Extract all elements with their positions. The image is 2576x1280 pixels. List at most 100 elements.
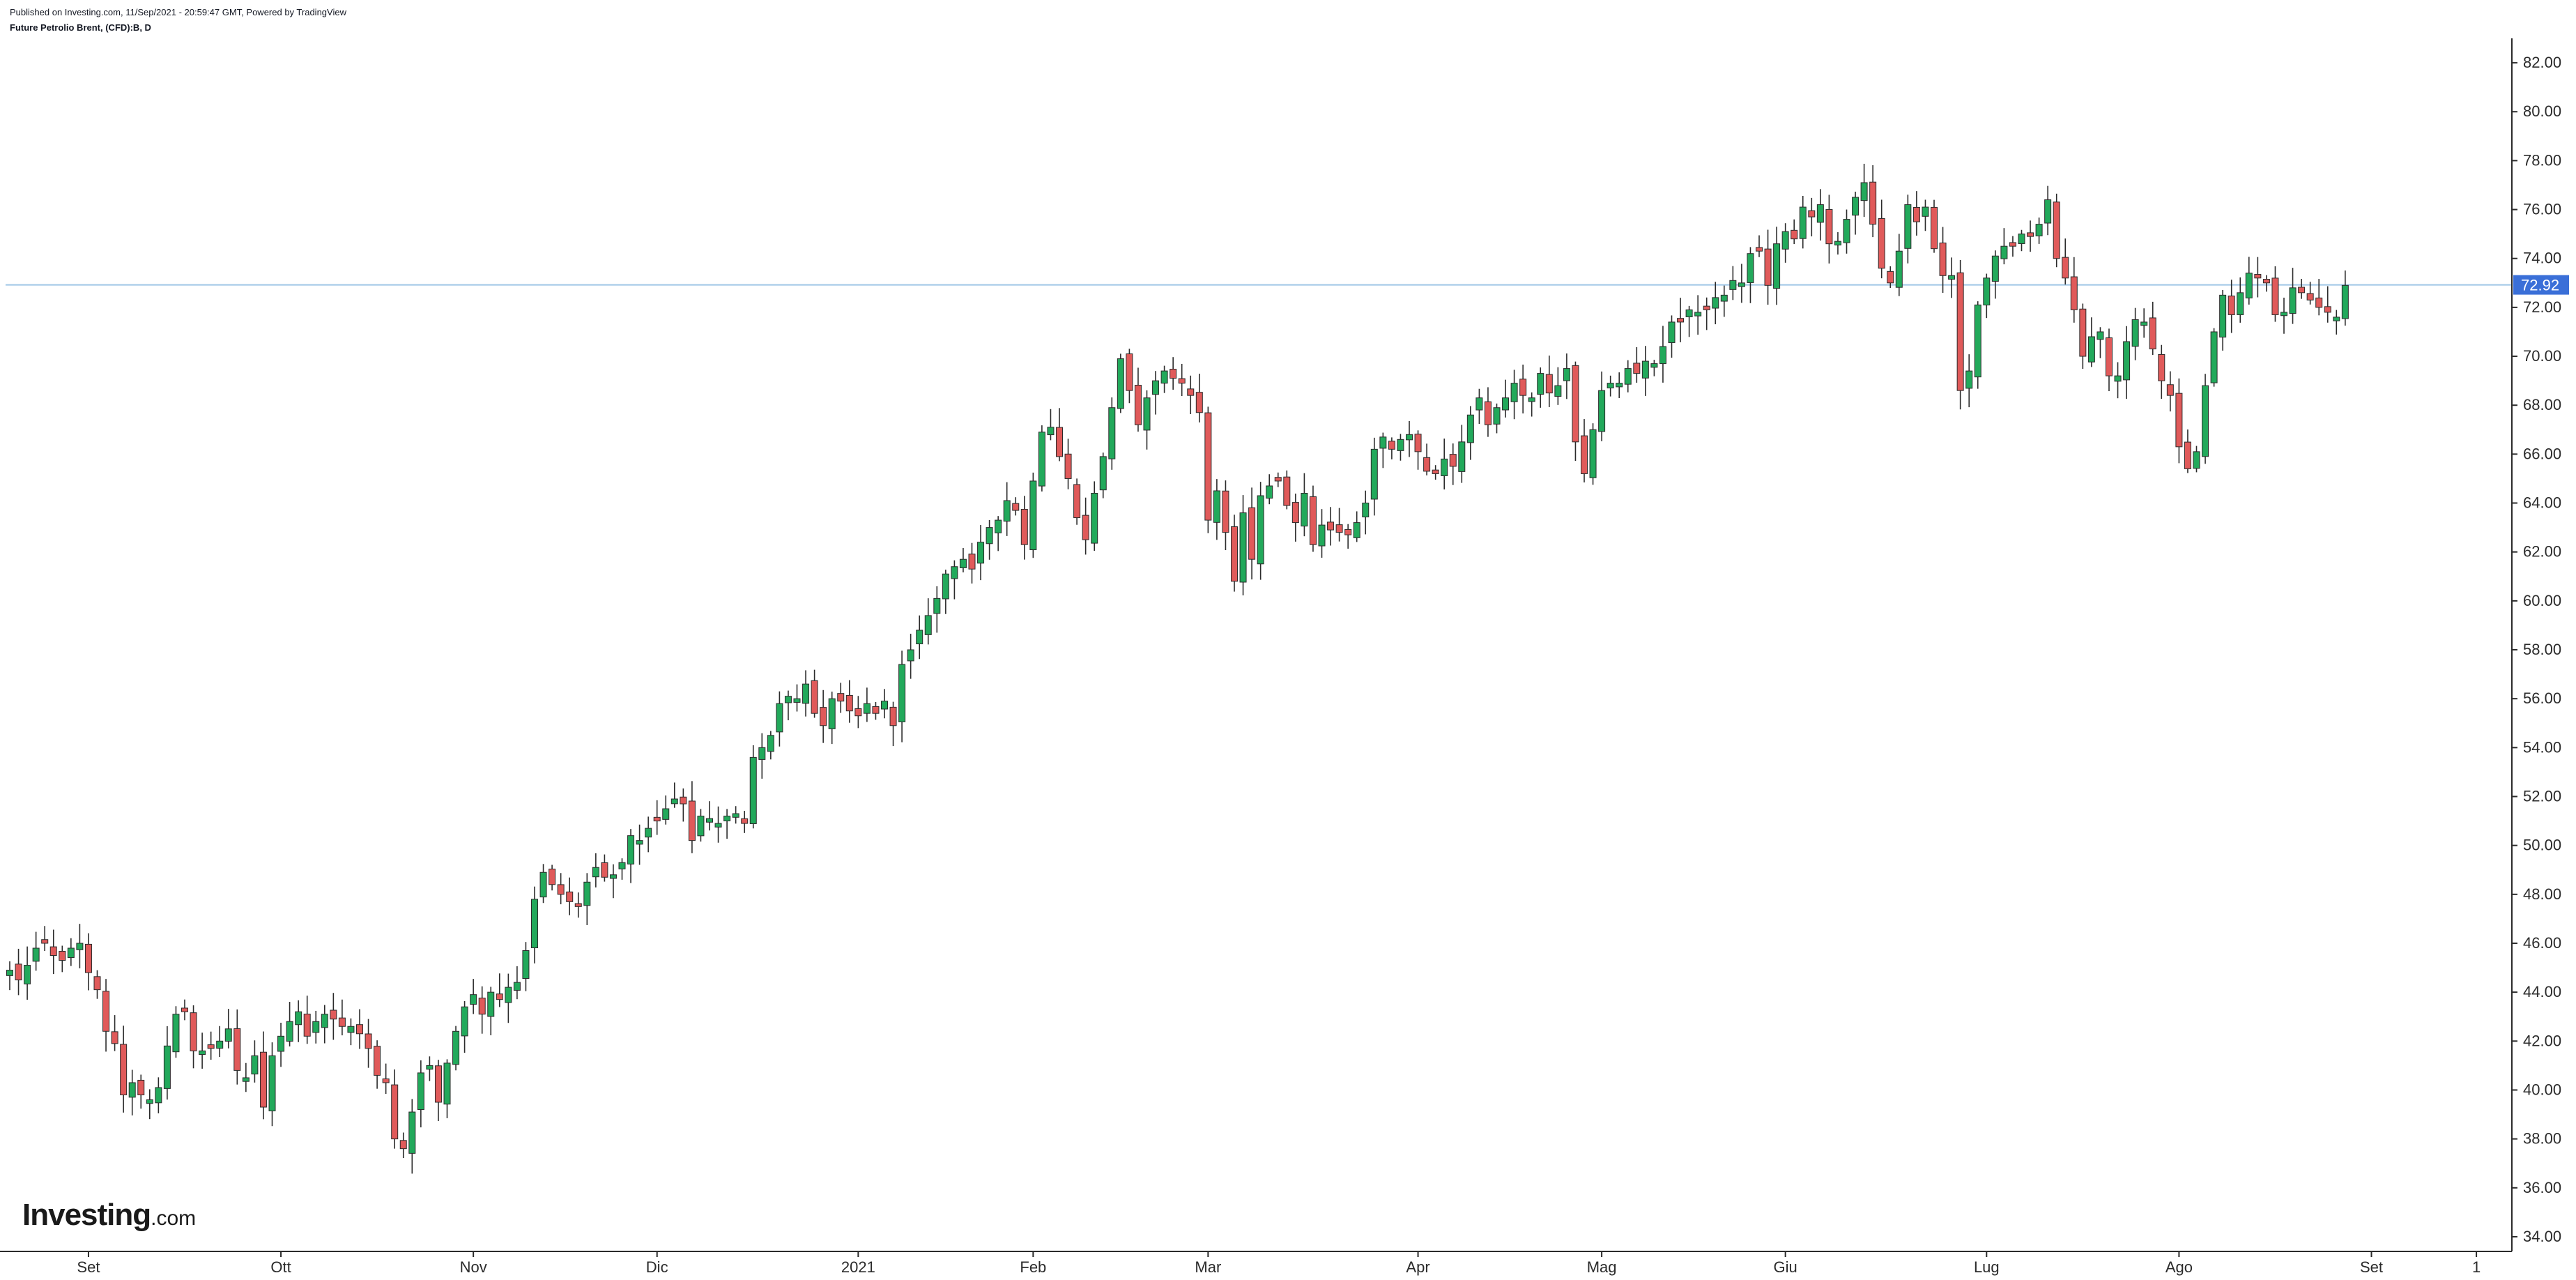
- candle-body-down: [2315, 297, 2323, 308]
- candle-body-down: [303, 1014, 311, 1037]
- candle-body-down: [1756, 247, 1763, 252]
- candle-body-down: [2027, 232, 2034, 237]
- candle-body-up: [1475, 397, 1483, 411]
- candle-body-down: [1195, 392, 1203, 413]
- time-tick-label: Set: [77, 1258, 100, 1276]
- time-tick-label: Apr: [1406, 1258, 1429, 1276]
- price-tick-label: 70.00: [2523, 347, 2561, 365]
- time-tick-label: Set: [2360, 1258, 2383, 1276]
- candle-body-up: [1747, 253, 1754, 283]
- candle-body-up: [155, 1087, 162, 1104]
- candle-body-up: [216, 1040, 224, 1049]
- candle-body-down: [338, 1017, 346, 1027]
- candle-body-up: [2018, 234, 2025, 244]
- candle-body-up: [1502, 397, 1510, 411]
- candle-body-up: [793, 698, 801, 703]
- candle-body-up: [592, 867, 599, 878]
- candle-body-down: [688, 800, 696, 841]
- candle-body-up: [1379, 436, 1387, 449]
- candle-body-down: [1808, 210, 1816, 218]
- candle-body-up: [32, 947, 40, 962]
- candle-body-down: [1170, 368, 1177, 379]
- candle-body-down: [382, 1078, 390, 1083]
- price-tick-label: 36.00: [2523, 1179, 2561, 1196]
- candle-body-up: [443, 1062, 451, 1105]
- candle-body-up: [767, 735, 774, 752]
- candle-body-down: [820, 707, 827, 726]
- candle-body-down: [1432, 469, 1439, 474]
- candle-body-down: [120, 1044, 128, 1095]
- candle-body-down: [741, 818, 749, 824]
- candle-body-up: [924, 615, 932, 635]
- candle-body-down: [574, 903, 582, 907]
- candle-body-up: [1904, 204, 1912, 249]
- candle-body-up: [2280, 312, 2287, 317]
- candle-body-up: [1213, 490, 1220, 523]
- time-tick-label: Lug: [1974, 1258, 2000, 1276]
- candle-body-up: [1729, 280, 1737, 290]
- candle-body-up: [1834, 241, 1841, 245]
- candle-body-up: [1738, 282, 1745, 287]
- candle-body-up: [1991, 255, 1999, 282]
- candle-body-down: [137, 1079, 145, 1095]
- candle-body-up: [242, 1077, 250, 1082]
- candle-body-down: [1633, 363, 1641, 374]
- candle-body-down: [2009, 242, 2016, 247]
- candle-body-up: [916, 630, 923, 645]
- candle-body-down: [2262, 279, 2270, 284]
- candle-body-down: [391, 1084, 399, 1140]
- candle-body-down: [2184, 441, 2191, 469]
- candle-body-up: [995, 519, 1002, 533]
- price-tick-label: 38.00: [2523, 1130, 2561, 1148]
- candle-body-up: [1948, 275, 1956, 280]
- candle-body-up: [163, 1045, 171, 1089]
- candle-body-up: [1965, 370, 1973, 389]
- candle-body-up: [426, 1065, 434, 1070]
- time-tick-label: Nov: [460, 1258, 487, 1276]
- candle-body-up: [67, 947, 75, 958]
- time-tick-label: Mar: [1195, 1258, 1221, 1276]
- candle-body-down: [1073, 484, 1081, 519]
- price-tick-label: 46.00: [2523, 934, 2561, 952]
- candle-body-up: [1773, 243, 1781, 289]
- price-tick-label: 80.00: [2523, 102, 2561, 120]
- candle-body-up: [828, 698, 836, 729]
- candle-body-up: [347, 1026, 355, 1033]
- candle-body-up: [1406, 434, 1413, 441]
- candle-body-up: [776, 703, 783, 733]
- time-tick-label: Dic: [646, 1258, 668, 1276]
- candle-body-up: [1537, 373, 1544, 395]
- candle-body-up: [539, 871, 547, 898]
- time-tick-label: Giu: [1774, 1258, 1797, 1276]
- candle-body-up: [470, 994, 477, 1005]
- time-tick-label: Ago: [2165, 1258, 2193, 1276]
- candle-body-up: [1466, 414, 1474, 443]
- candle-body-down: [1572, 365, 1579, 443]
- candle-body-up: [2219, 294, 2227, 338]
- price-tick-label: 72.00: [2523, 298, 2561, 316]
- candle-body-down: [2053, 201, 2060, 259]
- candle-body-up: [1528, 397, 1535, 402]
- candle-body-down: [1887, 271, 1894, 284]
- time-tick-label: Feb: [1020, 1258, 1046, 1276]
- candle-body-up: [2202, 385, 2209, 457]
- price-tick-label: 82.00: [2523, 54, 2561, 71]
- candle-body-up: [1038, 432, 1045, 487]
- candle-body-up: [2237, 292, 2244, 315]
- candle-body-up: [670, 798, 678, 805]
- candle-body-down: [111, 1031, 118, 1044]
- candle-body-down: [1082, 515, 1089, 540]
- price-tick-label: 56.00: [2523, 689, 2561, 707]
- candle-body-down: [601, 862, 608, 878]
- candle-body-up: [1781, 231, 1789, 250]
- candle-body-up: [1362, 503, 1370, 518]
- candle-body-up: [199, 1050, 206, 1056]
- price-tick-label: 78.00: [2523, 151, 2561, 169]
- candle-body-up: [1554, 385, 1562, 397]
- candle-body-down: [84, 943, 92, 973]
- candle-body-down: [2228, 296, 2235, 315]
- candle-body-down: [2149, 317, 2156, 350]
- candle-body-down: [1581, 435, 1588, 474]
